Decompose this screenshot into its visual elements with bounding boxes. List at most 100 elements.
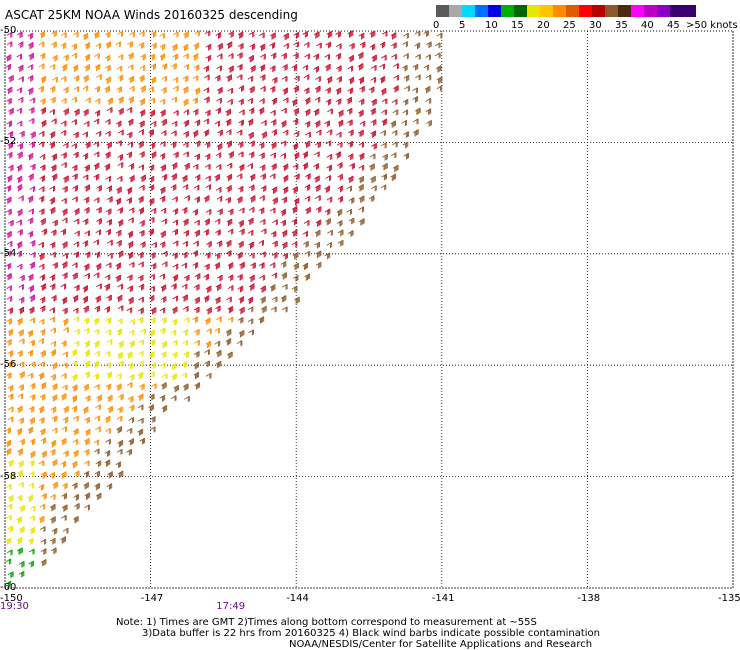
- wind-barb: [183, 229, 189, 237]
- wind-barb: [16, 317, 23, 326]
- wind-barb: [270, 32, 276, 40]
- wind-barb: [63, 405, 69, 414]
- wind-barb: [204, 360, 210, 368]
- wind-barb: [38, 338, 45, 345]
- wind-barb: [193, 362, 199, 370]
- wind-barb: [324, 53, 330, 60]
- wind-barb: [139, 437, 146, 445]
- wind-barb: [315, 219, 322, 227]
- wind-barb: [82, 295, 88, 304]
- wind-barb: [159, 195, 166, 203]
- lat-label: -58: [0, 470, 17, 482]
- wind-barb: [28, 208, 35, 215]
- lat-label: -56: [0, 359, 17, 371]
- legend-swatch: [579, 5, 592, 17]
- wind-barb: [370, 107, 376, 116]
- wind-barb: [414, 30, 421, 37]
- wind-barb: [149, 285, 155, 292]
- wind-barb: [116, 186, 122, 194]
- wind-barb: [6, 120, 12, 128]
- wind-barb: [304, 108, 311, 117]
- wind-barb: [127, 230, 134, 239]
- wind-barb: [248, 329, 254, 336]
- wind-barb: [192, 250, 199, 257]
- wind-barb: [370, 130, 377, 138]
- wind-barb: [216, 316, 222, 323]
- wind-barb: [171, 63, 177, 70]
- wind-barb: [402, 98, 409, 106]
- wind-barb: [181, 372, 187, 379]
- wind-barb: [16, 241, 23, 249]
- wind-barb: [415, 53, 421, 60]
- wind-barb: [49, 85, 56, 93]
- wind-barb: [281, 241, 288, 249]
- wind-barb: [29, 97, 36, 104]
- lon-label: -144: [286, 593, 309, 604]
- wind-barb: [271, 296, 278, 303]
- wind-barb: [227, 262, 234, 270]
- wind-barb: [27, 87, 34, 95]
- wind-barb: [303, 74, 310, 81]
- wind-barb: [73, 218, 80, 225]
- wind-barb: [128, 75, 135, 84]
- wind-barb: [205, 209, 212, 215]
- wind-barb: [280, 152, 286, 159]
- wind-barb: [150, 151, 157, 159]
- wind-barb: [40, 75, 47, 84]
- wind-barb: [115, 229, 122, 237]
- wind-barb: [105, 428, 111, 434]
- wind-barb: [215, 152, 222, 159]
- wind-barb: [238, 109, 245, 116]
- wind-barb: [280, 219, 286, 227]
- wind-barb: [358, 141, 365, 148]
- wind-barb: [171, 173, 177, 181]
- wind-barb: [29, 361, 36, 368]
- wind-barb: [324, 63, 331, 72]
- wind-barb: [161, 63, 168, 70]
- wind-barb: [370, 65, 377, 71]
- wind-barb: [316, 42, 322, 49]
- note-line-1: Note: 1) Times are GMT 2)Times along bot…: [116, 617, 537, 628]
- wind-barb: [436, 85, 443, 92]
- map-title: ASCAT 25KM NOAA Winds 20160325 descendin…: [5, 8, 298, 22]
- wind-barb: [237, 31, 244, 39]
- wind-barb: [314, 85, 321, 93]
- wind-barb: [272, 240, 278, 248]
- wind-barbs: [5, 30, 443, 588]
- wind-barb: [27, 230, 34, 238]
- wind-barb: [238, 330, 245, 338]
- wind-barb: [49, 185, 56, 192]
- wind-barb: [357, 63, 364, 71]
- wind-barb: [293, 262, 299, 271]
- wind-barb: [115, 461, 122, 469]
- wind-barb: [172, 31, 179, 38]
- wind-barb: [127, 41, 133, 48]
- wind-barb: [280, 120, 287, 128]
- wind-barb: [214, 252, 221, 260]
- wind-barb: [303, 41, 310, 48]
- wind-barb: [138, 207, 145, 215]
- wind-barb: [347, 140, 354, 148]
- wind-barb: [302, 151, 309, 159]
- wind-barb: [258, 142, 265, 149]
- wind-barb: [49, 449, 56, 456]
- wind-barb: [414, 42, 421, 50]
- wind-barb: [137, 393, 144, 401]
- wind-barb: [16, 263, 23, 270]
- wind-barb: [247, 118, 254, 126]
- wind-barb: [293, 107, 299, 116]
- wind-barb: [358, 164, 365, 171]
- wind-barb: [138, 129, 145, 136]
- wind-barb: [93, 360, 100, 369]
- wind-barb: [347, 87, 354, 95]
- wind-barb: [104, 415, 111, 423]
- wind-barb: [238, 85, 245, 92]
- wind-barb: [381, 173, 387, 181]
- wind-barb: [139, 241, 146, 248]
- wind-barb: [104, 118, 111, 125]
- wind-barb: [82, 240, 89, 247]
- wind-barb: [93, 328, 100, 335]
- wind-barb: [27, 426, 34, 434]
- wind-barb: [93, 31, 100, 39]
- wind-barb: [117, 219, 124, 227]
